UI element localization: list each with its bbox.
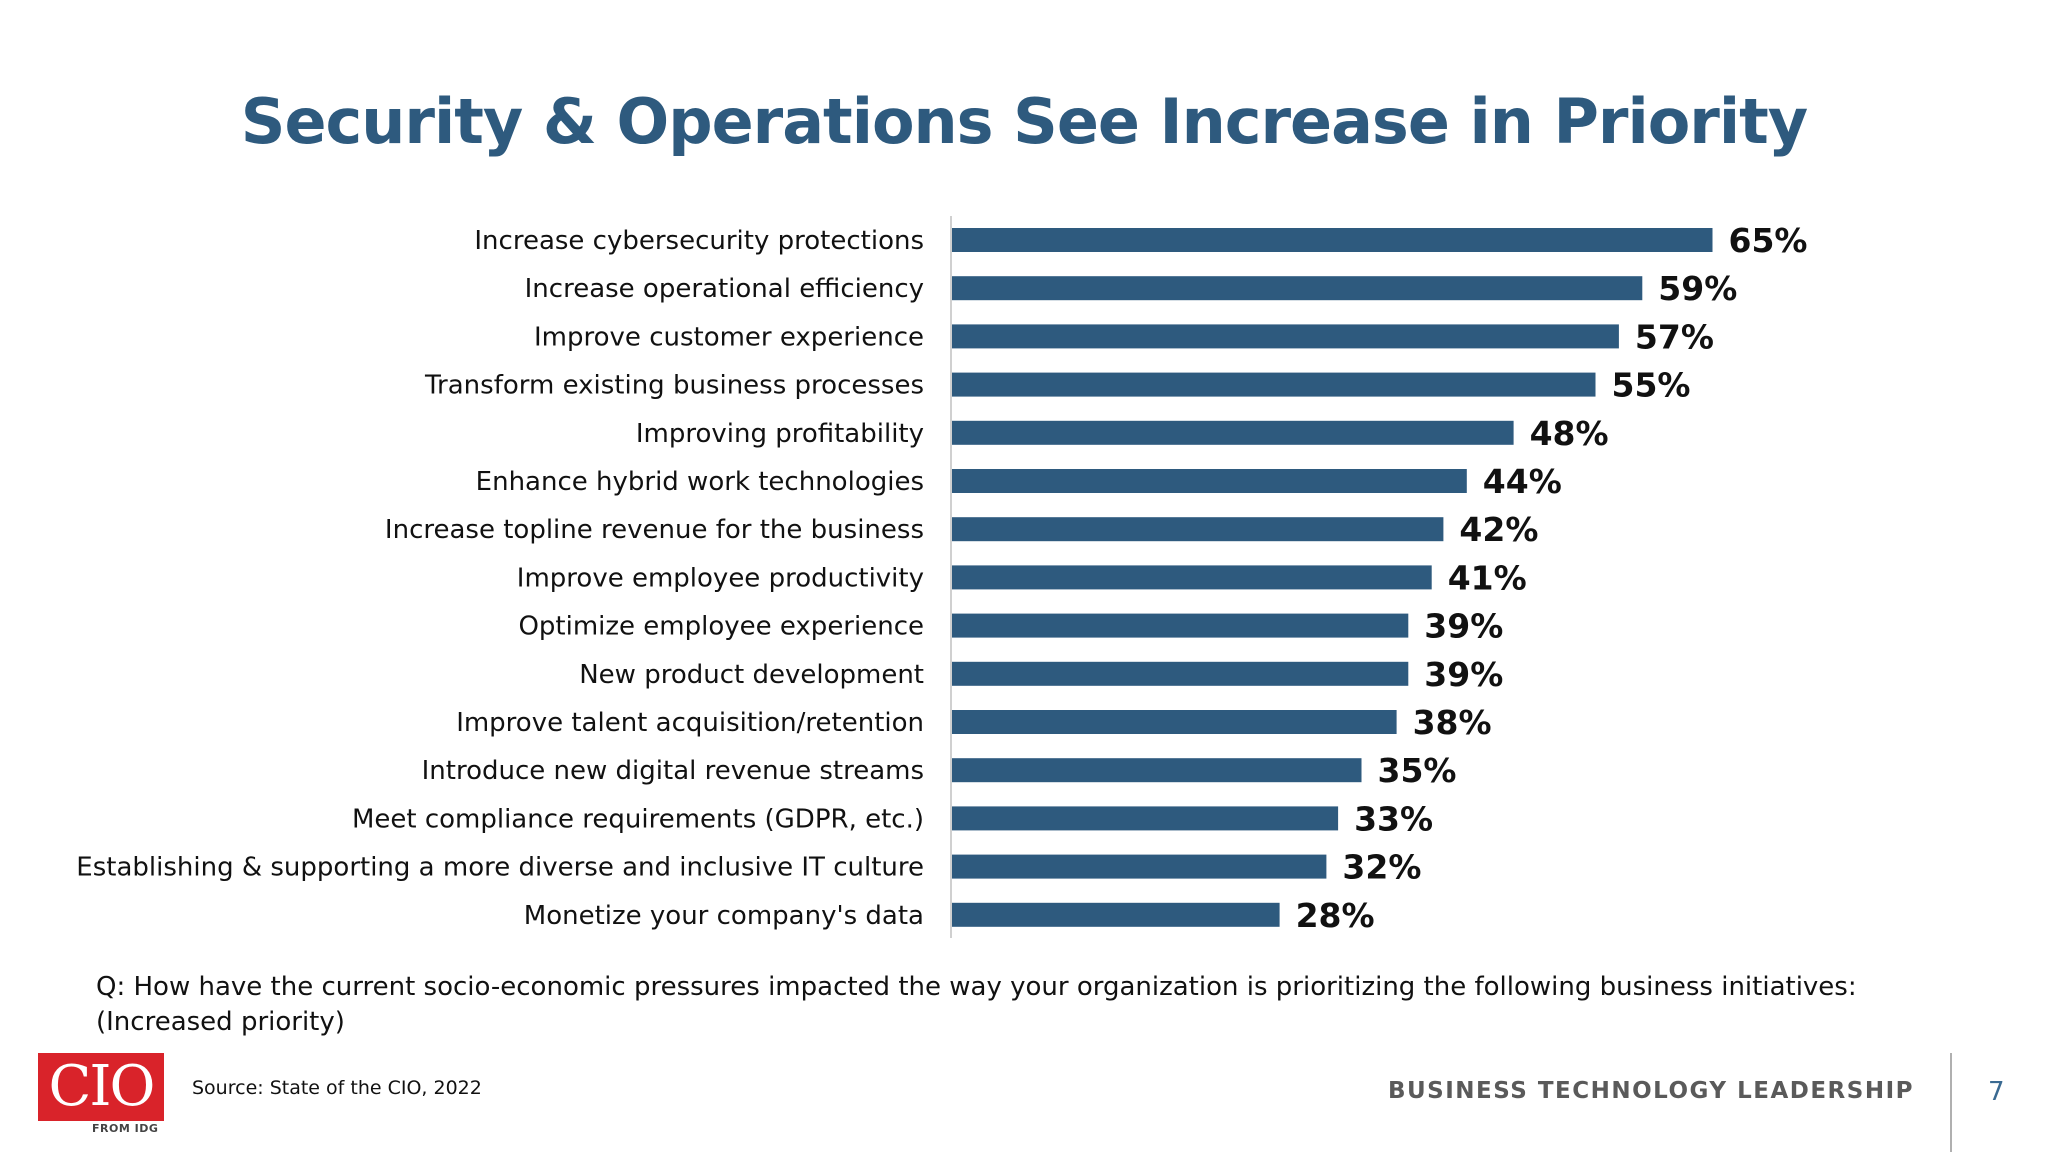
value-label: 65% — [1729, 221, 1808, 260]
value-label: 55% — [1612, 366, 1691, 405]
category-label: Increase topline revenue for the busines… — [385, 515, 924, 545]
source-note: Source: State of the CIO, 2022 — [192, 1077, 482, 1099]
category-label: Improve customer experience — [534, 322, 924, 352]
bar — [952, 806, 1339, 831]
bar — [952, 324, 1619, 349]
bar — [952, 758, 1362, 783]
cio-logo: CIO — [38, 1053, 164, 1121]
logo-text: CIO — [48, 1054, 156, 1119]
category-label: Increase cybersecurity protections — [474, 226, 924, 256]
bar — [952, 661, 1409, 686]
value-label: 48% — [1530, 414, 1609, 453]
value-label: 32% — [1342, 848, 1421, 887]
value-label: 38% — [1413, 703, 1492, 742]
category-label: Introduce new digital revenue streams — [422, 756, 924, 786]
category-label: Transform existing business processes — [424, 371, 924, 401]
bar — [952, 228, 1713, 252]
bar — [952, 469, 1467, 493]
bar — [952, 902, 1280, 927]
bar — [952, 854, 1327, 879]
bar — [952, 710, 1397, 734]
category-label: Increase operational efficiency — [525, 274, 924, 304]
value-label: 57% — [1635, 317, 1714, 356]
value-label: 35% — [1378, 751, 1457, 790]
value-label: 33% — [1354, 799, 1433, 838]
footer-tagline: BUSINESS TECHNOLOGY LEADERSHIP — [1387, 1078, 1914, 1104]
value-label: 39% — [1424, 607, 1503, 646]
value-label: 59% — [1658, 269, 1737, 308]
page-number: 7 — [1988, 1077, 2005, 1107]
slide-title: Security & Operations See Increase in Pr… — [240, 85, 1808, 158]
bar-chart: Increase cybersecurity protections 65% Inc… — [76, 216, 1808, 938]
value-label: 44% — [1483, 462, 1562, 501]
survey-question: Q: How have the current socio-economic p… — [96, 972, 1857, 1037]
bar — [952, 565, 1432, 590]
category-label: Meet compliance requirements (GDPR, etc.… — [352, 804, 924, 834]
value-label: 42% — [1459, 510, 1538, 549]
value-label: 28% — [1296, 896, 1375, 935]
category-label: Improve employee productivity — [517, 563, 924, 593]
value-label: 41% — [1448, 558, 1527, 597]
category-label: New product development — [579, 660, 924, 690]
bars-group: Increase cybersecurity protections 65% Inc… — [76, 221, 1807, 935]
bar — [952, 613, 1409, 638]
footer-divider — [1950, 1053, 1952, 1152]
category-label: Establishing & supporting a more diverse… — [76, 853, 924, 883]
bar — [952, 420, 1514, 445]
bar — [952, 517, 1444, 542]
category-label: Improving profitability — [636, 419, 924, 449]
bar — [952, 372, 1596, 397]
category-label: Enhance hybrid work technologies — [476, 467, 924, 497]
category-label: Improve talent acquisition/retention — [456, 708, 924, 738]
category-label: Optimize employee experience — [518, 612, 924, 642]
bar — [952, 276, 1643, 301]
category-label: Monetize your company's data — [524, 901, 924, 931]
value-label: 39% — [1424, 655, 1503, 694]
logo-subtext: FROM IDG — [92, 1122, 159, 1135]
